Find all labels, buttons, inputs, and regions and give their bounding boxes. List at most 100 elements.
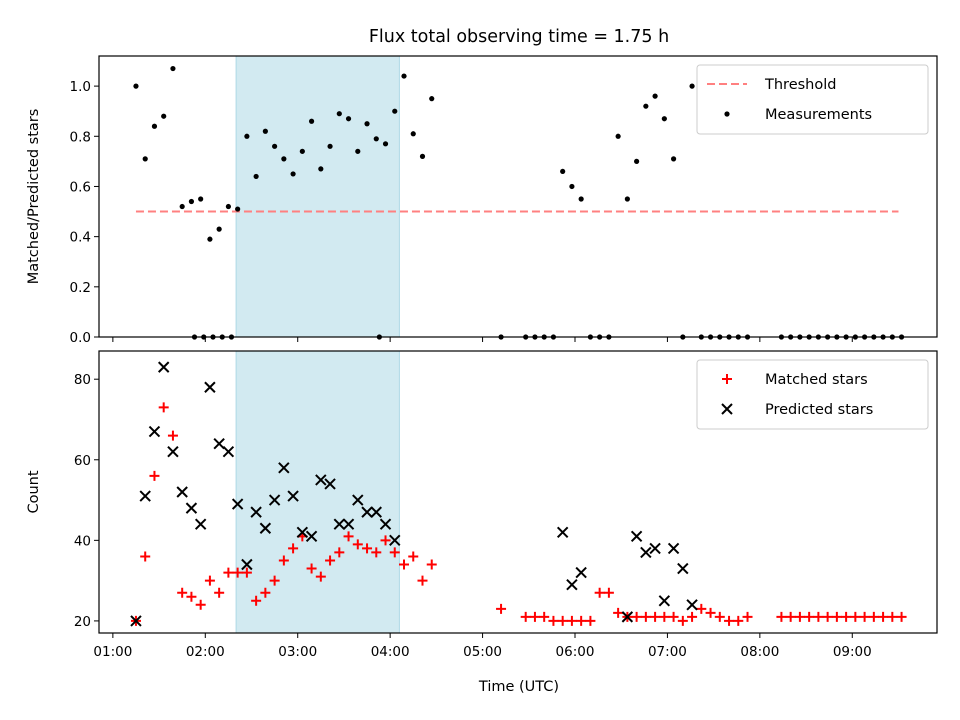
- data-point: [667, 542, 680, 555]
- y-tick-label: 80: [74, 372, 91, 388]
- data-point: [575, 566, 587, 579]
- data-point: [315, 474, 327, 486]
- data-point: [241, 567, 252, 578]
- data-point: [299, 148, 305, 154]
- data-point: [613, 607, 624, 618]
- data-point: [548, 615, 559, 626]
- y-tick-label: 0.2: [70, 280, 91, 296]
- data-point: [785, 611, 796, 622]
- axes-frame: [98, 350, 938, 634]
- data-point: [259, 522, 272, 534]
- legend: Matched stars Predicted stars: [696, 359, 929, 430]
- legend-marker: [722, 374, 732, 384]
- data-point: [157, 361, 170, 373]
- data-point: [868, 611, 879, 622]
- data-point: [185, 502, 198, 514]
- data-point: [566, 615, 577, 626]
- data-point: [576, 615, 587, 626]
- data-point: [176, 486, 188, 498]
- data-point: [214, 587, 225, 598]
- x-tick-label: 09:00: [833, 644, 872, 660]
- data-point: [235, 206, 241, 212]
- panel-bottom: 20 40 60 80 01:00 02:00 03:00 04:00 05:00 06:00 07…: [26, 350, 938, 660]
- data-point: [689, 83, 695, 89]
- data-point: [278, 462, 290, 474]
- data-point: [410, 131, 416, 137]
- data-point: [714, 611, 725, 622]
- data-point: [149, 470, 160, 481]
- legend-label: Matched stars: [765, 372, 868, 388]
- data-point: [634, 158, 640, 164]
- data-point: [630, 530, 643, 543]
- data-point: [677, 562, 689, 575]
- shaded-interval: [236, 351, 400, 633]
- data-point: [151, 123, 158, 129]
- data-point: [327, 143, 333, 149]
- data-point: [170, 65, 176, 72]
- data-point: [670, 156, 677, 162]
- data-point: [560, 168, 566, 175]
- data-point: [661, 116, 667, 122]
- series-matched-stars: [130, 402, 907, 626]
- data-point: [355, 148, 361, 154]
- data-point: [371, 547, 382, 558]
- y-tick-label: 40: [74, 533, 91, 549]
- data-point: [305, 530, 318, 543]
- data-point: [621, 611, 634, 623]
- data-point: [194, 518, 207, 530]
- data-point: [287, 490, 299, 502]
- legend-label: Predicted stars: [765, 402, 873, 418]
- data-point: [186, 591, 197, 602]
- legend-box: [696, 64, 929, 135]
- data-point: [223, 567, 234, 578]
- data-point: [419, 153, 426, 159]
- data-point: [250, 506, 262, 518]
- data-point: [520, 611, 531, 622]
- shaded-interval: [236, 56, 400, 337]
- data-point: [133, 83, 139, 89]
- data-point: [370, 506, 382, 518]
- data-point: [204, 575, 215, 586]
- data-point: [389, 534, 401, 547]
- data-point: [281, 156, 287, 162]
- data-point: [308, 118, 315, 124]
- x-tick-label: 03:00: [278, 644, 317, 660]
- data-point: [724, 615, 735, 626]
- data-point: [603, 587, 614, 598]
- data-point: [161, 113, 167, 119]
- y-tick-label: 0.8: [70, 129, 91, 145]
- data-point: [742, 611, 753, 622]
- data-point: [231, 498, 244, 510]
- data-point: [686, 599, 698, 611]
- data-point: [640, 546, 652, 559]
- data-point: [244, 133, 250, 139]
- x-tick-label: 04:00: [371, 644, 410, 660]
- data-point: [225, 203, 231, 210]
- data-point: [362, 543, 373, 554]
- data-point: [167, 430, 178, 441]
- legend-marker: [724, 111, 730, 117]
- data-point: [142, 156, 148, 162]
- data-point: [566, 578, 578, 591]
- data-point: [841, 611, 852, 622]
- y-axis-label: Count: [26, 470, 42, 513]
- data-point: [158, 402, 169, 413]
- data-point: [333, 518, 346, 530]
- data-point: [380, 535, 391, 546]
- legend-label: Measurements: [765, 107, 872, 123]
- y-tick-label: 60: [74, 453, 91, 469]
- data-point: [379, 518, 392, 530]
- data-point: [705, 607, 716, 618]
- data-point: [253, 173, 259, 180]
- data-point: [392, 108, 398, 114]
- data-point: [658, 595, 671, 607]
- data-point: [373, 136, 379, 142]
- data-point: [887, 611, 898, 622]
- axes-frame: [98, 55, 938, 338]
- x-tick-label: 05:00: [463, 644, 502, 660]
- data-point: [361, 506, 373, 518]
- data-point: [251, 595, 262, 606]
- series-predicted-stars: [130, 361, 698, 627]
- data-point: [167, 446, 179, 458]
